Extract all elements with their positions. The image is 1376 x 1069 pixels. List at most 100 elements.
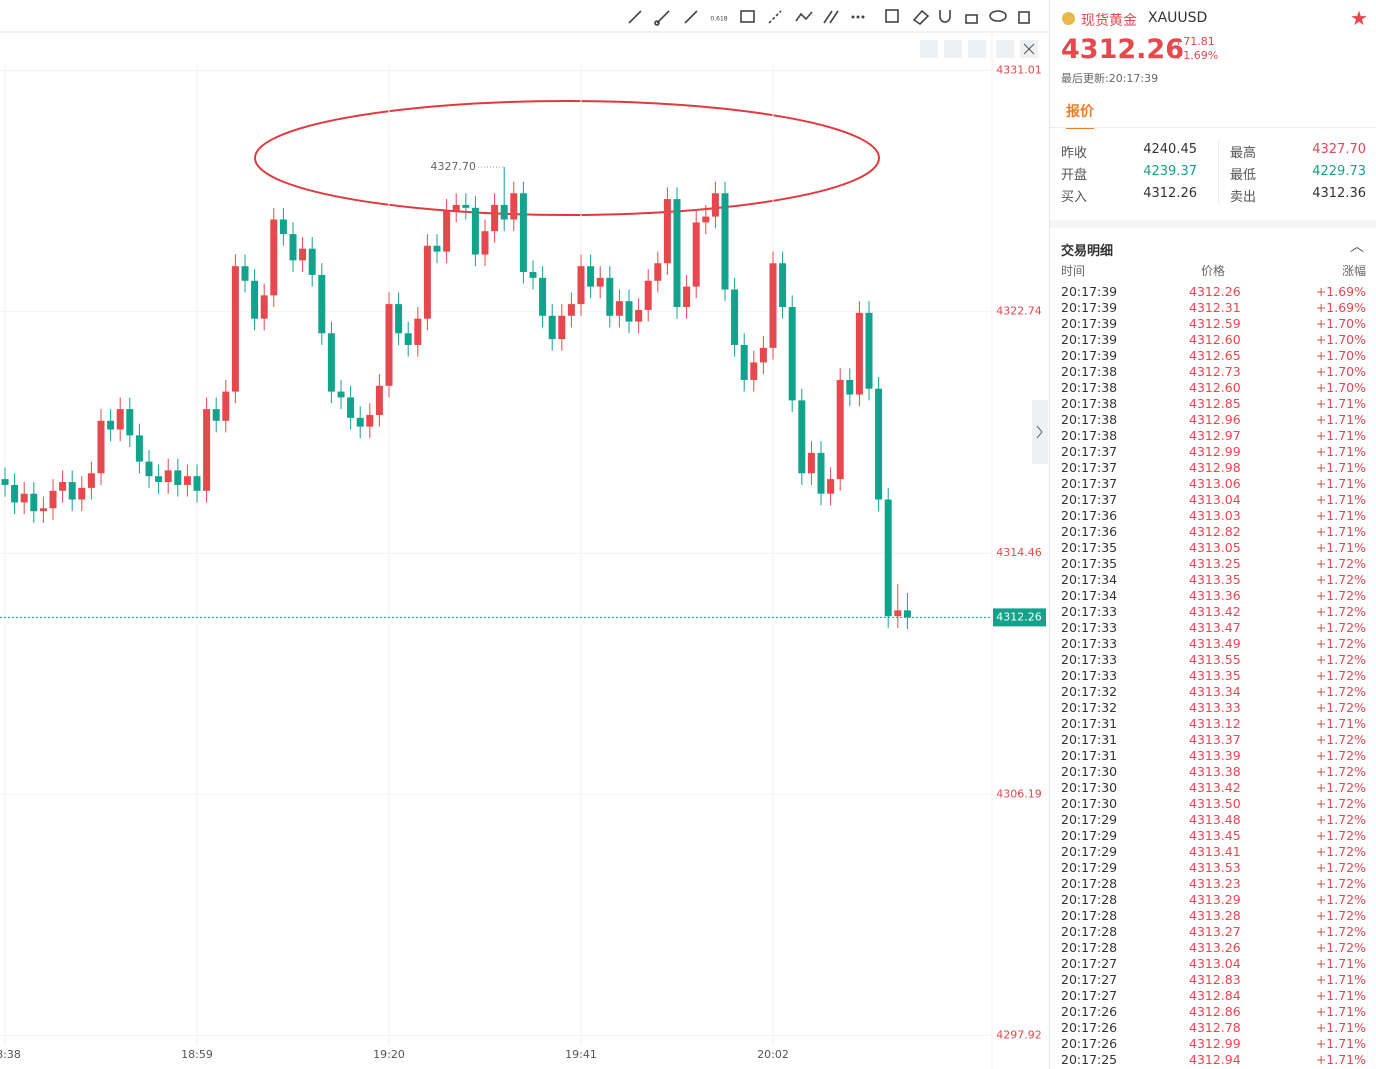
trade-time: 20:17:28 xyxy=(1061,924,1118,939)
trade-change: +1.72% xyxy=(1315,812,1366,827)
candle-body xyxy=(366,414,374,427)
trade-time: 20:17:34 xyxy=(1061,588,1118,603)
candle-body xyxy=(318,274,326,334)
trade-change: +1.71% xyxy=(1315,524,1366,539)
candle-body xyxy=(635,309,643,322)
candle-body xyxy=(865,312,873,389)
trade-time: 20:17:33 xyxy=(1061,636,1118,651)
chart-controls[interactable] xyxy=(920,40,1038,58)
trade-time: 20:17:39 xyxy=(1061,348,1118,363)
trade-change: +1.72% xyxy=(1315,604,1366,619)
trade-change: +1.69% xyxy=(1315,284,1366,299)
trade-price: 4312.78 xyxy=(1189,1020,1241,1035)
trade-price: 4312.82 xyxy=(1189,524,1241,539)
candle-body xyxy=(606,277,614,316)
trade-change: +1.72% xyxy=(1315,684,1366,699)
tab-border xyxy=(1050,127,1376,128)
trade-time: 20:17:32 xyxy=(1061,700,1118,715)
quote-label: 最低 xyxy=(1230,168,1257,183)
trade-time: 20:17:30 xyxy=(1061,764,1118,779)
trade-price: 4312.31 xyxy=(1189,300,1241,315)
candle-body xyxy=(289,234,297,261)
trade-price: 4313.25 xyxy=(1189,556,1241,571)
candle-body xyxy=(385,304,393,386)
candle-body xyxy=(212,409,220,421)
toolbar-icons[interactable] xyxy=(628,9,1030,26)
trade-time: 20:17:38 xyxy=(1061,396,1118,411)
candle-body xyxy=(135,435,143,462)
last-price-box xyxy=(993,608,1046,627)
trade-price: 4313.29 xyxy=(1189,892,1241,907)
candle-body xyxy=(327,333,335,392)
fib-icon-label[interactable]: 0.618 xyxy=(710,16,727,23)
quote-label: 卖出 xyxy=(1230,190,1257,205)
trade-change: +1.71% xyxy=(1315,460,1366,475)
trade-change: +1.71% xyxy=(1315,1052,1366,1067)
trade-time: 20:17:33 xyxy=(1061,668,1118,683)
trade-price: 4312.86 xyxy=(1189,1004,1241,1019)
trade-time: 20:17:27 xyxy=(1061,972,1118,987)
change: +71.81 xyxy=(1174,35,1215,48)
candle-body xyxy=(423,245,431,319)
trade-price: 4312.60 xyxy=(1189,332,1241,347)
trade-change: +1.71% xyxy=(1315,540,1366,555)
toolbar-dots[interactable] xyxy=(851,15,865,19)
trade-time: 20:17:34 xyxy=(1061,572,1118,587)
trade-change: +1.72% xyxy=(1315,828,1366,843)
trade-time: 20:17:33 xyxy=(1061,620,1118,635)
trade-price: 4312.84 xyxy=(1189,988,1241,1003)
trade-price: 4313.49 xyxy=(1189,636,1241,651)
trade-change: +1.72% xyxy=(1315,732,1366,747)
trade-change: +1.72% xyxy=(1315,668,1366,683)
candle-body xyxy=(203,409,211,491)
trade-time: 20:17:38 xyxy=(1061,428,1118,443)
trade-time: 20:17:33 xyxy=(1061,652,1118,667)
candle-body xyxy=(433,245,441,252)
trade-price: 4313.39 xyxy=(1189,748,1241,763)
quote-value: 4240.45 xyxy=(1143,142,1197,157)
trade-time: 20:17:29 xyxy=(1061,860,1118,875)
candle-body xyxy=(510,193,518,220)
trade-price: 4313.35 xyxy=(1189,572,1241,587)
trade-time: 20:17:35 xyxy=(1061,556,1118,571)
candle-body xyxy=(404,333,412,345)
candle-body xyxy=(721,193,729,290)
candle-body xyxy=(846,379,854,395)
instrument-name: 现货黄金 xyxy=(1081,13,1137,29)
trade-change: +1.72% xyxy=(1315,892,1366,907)
high-annotation: 4327.70 xyxy=(431,160,477,173)
trades-title: 交易明细 xyxy=(1061,244,1114,259)
favorite-star[interactable]: ★ xyxy=(1350,6,1368,30)
trade-change: +1.71% xyxy=(1315,508,1366,523)
trade-price: 4313.27 xyxy=(1189,924,1241,939)
trade-price: 4313.33 xyxy=(1189,700,1241,715)
candle-body xyxy=(875,388,883,500)
last-price-label: 4312.26 xyxy=(996,610,1042,623)
trade-change: +1.70% xyxy=(1315,316,1366,331)
candle-body xyxy=(596,277,604,287)
candle-body xyxy=(567,304,575,316)
candle-body xyxy=(731,289,739,345)
trade-price: 4312.94 xyxy=(1189,1052,1241,1067)
trade-price: 4313.26 xyxy=(1189,940,1241,955)
trade-time: 20:17:36 xyxy=(1061,524,1118,539)
candle-body xyxy=(558,315,566,340)
collapse-handle[interactable] xyxy=(1032,400,1048,464)
trade-time: 20:17:28 xyxy=(1061,908,1118,923)
trades-collapse[interactable]: ︿ xyxy=(1350,239,1364,255)
trade-change: +1.72% xyxy=(1315,748,1366,763)
quote-tab[interactable]: 报价 xyxy=(1066,101,1094,129)
trade-price: 4313.34 xyxy=(1189,684,1241,699)
drawn-ellipse[interactable] xyxy=(254,100,880,216)
collapse-arrow[interactable] xyxy=(1036,425,1043,439)
candle-body xyxy=(855,312,863,395)
trade-change: +1.72% xyxy=(1315,636,1366,651)
candle-body xyxy=(39,508,47,512)
candle-body xyxy=(20,493,28,503)
quote-value: 4327.70 xyxy=(1312,142,1366,157)
trade-price: 4313.04 xyxy=(1189,956,1241,971)
candle-body xyxy=(97,420,105,474)
trade-time: 20:17:29 xyxy=(1061,844,1118,859)
trade-change: +1.72% xyxy=(1315,700,1366,715)
